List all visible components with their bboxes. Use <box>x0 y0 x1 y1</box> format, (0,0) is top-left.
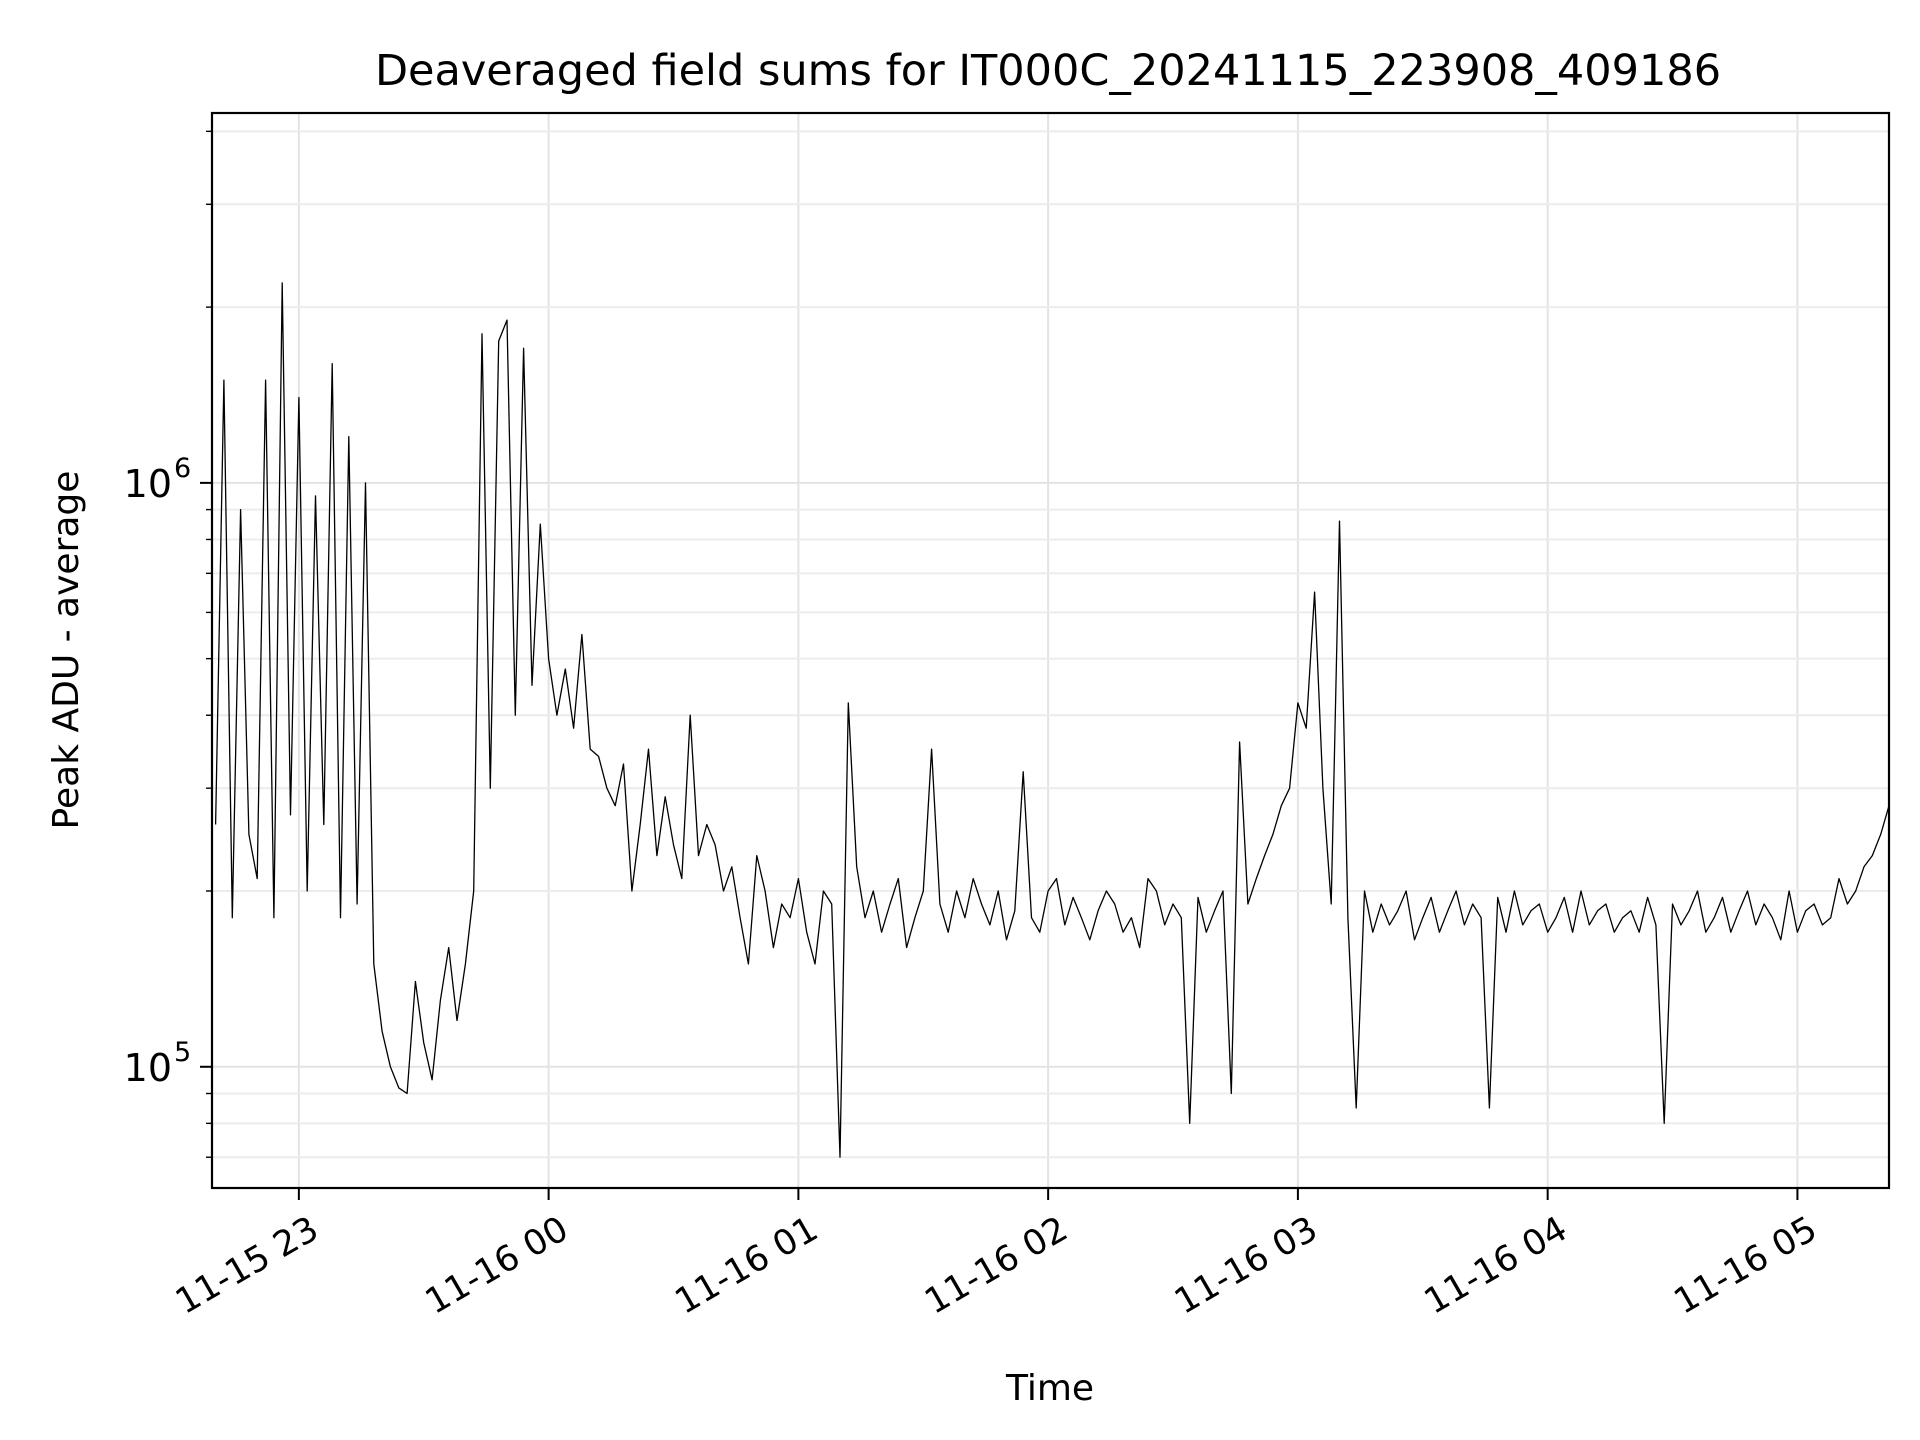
y-tick-exponent: 5 <box>174 1037 191 1068</box>
x-tick-label: 11-16 03 <box>1168 1209 1324 1322</box>
data-series <box>214 164 1890 1158</box>
y-tick-base: 10 <box>124 462 172 506</box>
x-axis: 11-15 23 11-16 00 11-16 01 11-16 02 11-16 03… <box>169 1188 1824 1322</box>
y-tick-label: 10 <box>124 462 172 506</box>
x-tick-label: 11-16 00 <box>419 1209 575 1322</box>
grid <box>212 113 1889 1188</box>
plot-frame <box>210 111 1891 1190</box>
y-tick-base: 10 <box>124 1046 172 1090</box>
x-tick-label: 11-15 23 <box>169 1209 325 1322</box>
x-tick-label: 11-16 04 <box>1418 1209 1574 1322</box>
x-axis-label: Time <box>1005 1368 1094 1409</box>
y-tick-label: 10 <box>124 1046 172 1090</box>
x-tick-label: 11-16 02 <box>918 1209 1074 1322</box>
y-axis-label: Peak ADU - average <box>46 471 87 830</box>
x-tick-label: 11-16 01 <box>669 1209 825 1322</box>
chart-title: Deaveraged field sums for IT000C_2024111… <box>375 46 1721 96</box>
x-tick-label: 11-16 05 <box>1668 1209 1824 1322</box>
series-line-0 <box>214 164 1890 1158</box>
y-tick-exponent: 6 <box>174 453 191 484</box>
